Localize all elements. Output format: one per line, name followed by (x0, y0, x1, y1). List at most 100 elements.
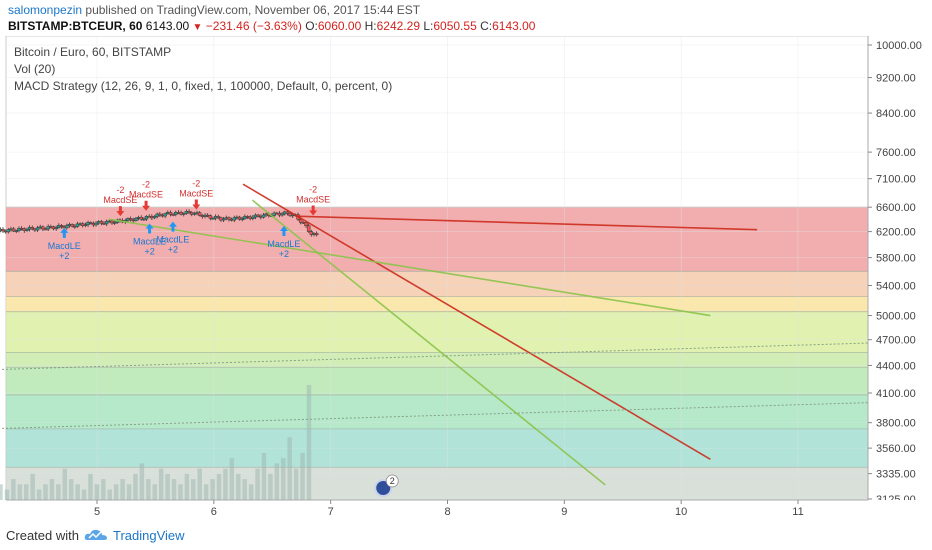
candle-body (272, 212, 276, 216)
trendline (108, 218, 711, 317)
volume-bar (126, 484, 132, 500)
volume-bar (139, 463, 145, 500)
last-price: 6143.00 (145, 19, 190, 33)
volume-bar (281, 458, 286, 500)
fib-zone (6, 271, 868, 297)
candle-body (11, 228, 16, 232)
candle-body (309, 231, 314, 235)
volume-bar (229, 458, 235, 500)
fib-zone (6, 352, 868, 368)
volume-bar (17, 484, 23, 500)
volume-bar (56, 484, 61, 500)
volume-bar (30, 473, 35, 500)
candle-body (41, 226, 45, 230)
volume-bar (223, 468, 228, 500)
volume-bar (43, 484, 48, 500)
volume-bar (0, 484, 3, 500)
created-with-label: Created with (6, 528, 79, 543)
volume-bar (306, 385, 312, 500)
price-tick-label: 7100.00 (876, 174, 916, 186)
candle-body (139, 217, 143, 220)
volume-bar (101, 479, 106, 500)
open-value: 6060.00 (317, 19, 362, 33)
candle-body (134, 218, 138, 221)
event-badge (385, 474, 399, 488)
chart-header: salomonpezin published on TradingView.co… (0, 0, 932, 36)
candle-body (43, 228, 48, 231)
chart-legend: Bitcoin / Euro, 60, BITSTAMP Vol (20) MA… (14, 44, 392, 95)
open-label: O: (305, 19, 318, 33)
time-tick-label: 6 (211, 506, 217, 518)
candle-body (304, 222, 308, 226)
candle-body (227, 217, 231, 220)
candle-body (221, 218, 226, 221)
candle-body (59, 225, 64, 227)
time-tick-label: 9 (561, 506, 567, 518)
signal-qty: +2 (279, 249, 289, 259)
time-tick-label: 11 (792, 506, 803, 518)
published-text: published on TradingView.com, November 0… (85, 3, 421, 17)
candle-body (14, 230, 19, 232)
volume-bar (88, 473, 93, 500)
volume-bar (300, 452, 305, 500)
volume-bar (203, 484, 209, 500)
volume-bar (75, 484, 80, 500)
signal-qty: +2 (168, 245, 178, 255)
publish-info: salomonpezin published on TradingView.co… (8, 3, 420, 17)
volume-bar (210, 479, 215, 500)
price-tick-label: 6200.00 (876, 227, 916, 239)
signal-label: MacdSE (179, 189, 213, 199)
legend-strategy: MACD Strategy (12, 26, 9, 1, 0, fixed, 1… (14, 79, 393, 93)
candle-body (158, 213, 162, 216)
buy-arrow-icon (168, 221, 177, 232)
candle-body (104, 221, 109, 225)
price-tick-label: 5000.00 (876, 311, 916, 323)
candle-body (70, 224, 74, 227)
sell-arrow-icon (192, 199, 201, 210)
volume-bar (165, 473, 170, 500)
time-tick-label: 8 (444, 506, 450, 518)
author-link[interactable]: salomonpezin (8, 3, 83, 17)
candle-body (112, 222, 117, 224)
buy-arrow-icon (145, 223, 154, 234)
candle-body (280, 213, 284, 216)
candle-body (181, 213, 186, 215)
candle-body (65, 225, 69, 229)
price-tick-label: 4100.00 (876, 388, 916, 400)
high-value: 6242.29 (376, 19, 420, 33)
signal-label: MacdSE (129, 190, 163, 200)
candle-body (261, 214, 266, 218)
high-label: H: (364, 19, 377, 33)
ohlc-bar: BITSTAMP:BTCEUR, 60 6143.00 ▼ −231.46 (−… (8, 19, 535, 33)
candle-body (306, 225, 311, 232)
signal-qty: -2 (309, 185, 317, 195)
signal-label: MacdSE (103, 195, 137, 205)
volume-bar (242, 479, 247, 500)
price-axis-bg (868, 36, 932, 500)
volume-bar (120, 479, 125, 500)
volume-bar (184, 473, 190, 500)
signal-qty: -2 (116, 185, 124, 195)
volume-bar (11, 479, 16, 500)
time-tick-label: 7 (328, 506, 334, 518)
volume-bar (255, 468, 260, 500)
price-chart[interactable]: MacdLE +2 MacdSE -2 MacdLE +2 MacdSE -2 MacdLE +2… (0, 36, 932, 520)
time-tick-label: 10 (675, 506, 687, 518)
candle-body (99, 221, 104, 224)
candle-body (288, 213, 292, 217)
sell-arrow-icon (309, 205, 318, 216)
candle-body (46, 226, 50, 230)
tradingview-link[interactable]: TradingView (113, 528, 185, 543)
candle-body (35, 227, 40, 231)
volume-bar (133, 473, 138, 500)
volume-bar (293, 468, 299, 500)
volume-bar (274, 463, 280, 500)
signal-label: MacdSE (296, 195, 330, 205)
footer: Created with TradingView (0, 520, 932, 550)
signal-qty: +2 (144, 246, 154, 256)
fib-zone (6, 311, 868, 353)
volume-bar (81, 489, 87, 500)
signal-qty: +2 (59, 251, 69, 261)
chart-canvas[interactable]: MacdLE+2MacdSE-2MacdLE+2MacdSE-2MacdLE+2… (0, 36, 932, 520)
volume-bar (113, 484, 119, 500)
